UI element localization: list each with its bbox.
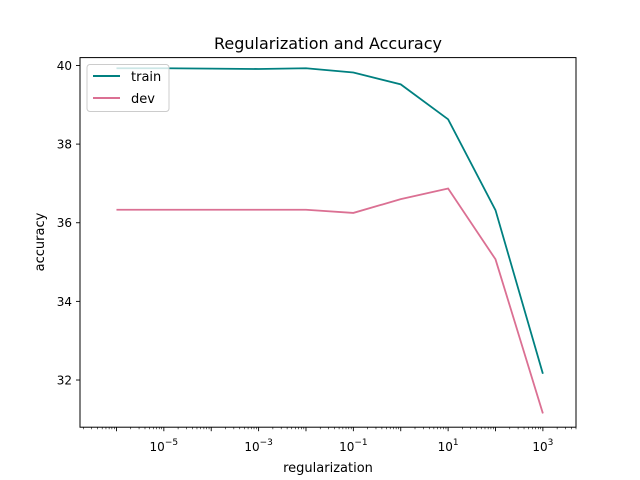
y-tick-label: 38: [57, 138, 72, 152]
x-axis-ticks: 10−5 10−3 10−1 101 103: [83, 427, 577, 454]
series-line-dev: [116, 187, 544, 414]
x-tick-label: 10−5: [150, 438, 179, 454]
x-tick-label: 103: [532, 438, 553, 454]
x-tick-label: 10−1: [339, 438, 368, 454]
series-line-train: [116, 67, 544, 374]
x-tick-label: 101: [438, 438, 459, 454]
x-axis-label: regularization: [283, 461, 373, 476]
y-tick-label: 34: [57, 295, 72, 309]
y-axis-ticks: 32 34 36 38 40: [57, 59, 80, 388]
chart-title: Regularization and Accuracy: [214, 34, 442, 53]
y-tick-label: 40: [57, 59, 72, 73]
legend-label-train: train: [131, 70, 161, 85]
y-tick-label: 36: [57, 216, 72, 230]
legend: train dev: [86, 64, 170, 112]
plot-lines: [116, 67, 544, 414]
y-tick-label: 32: [57, 374, 72, 388]
plot-frame: [79, 57, 577, 428]
x-tick-label: 10−3: [244, 438, 273, 454]
legend-label-dev: dev: [131, 92, 155, 107]
y-axis-label: accuracy: [33, 212, 48, 271]
